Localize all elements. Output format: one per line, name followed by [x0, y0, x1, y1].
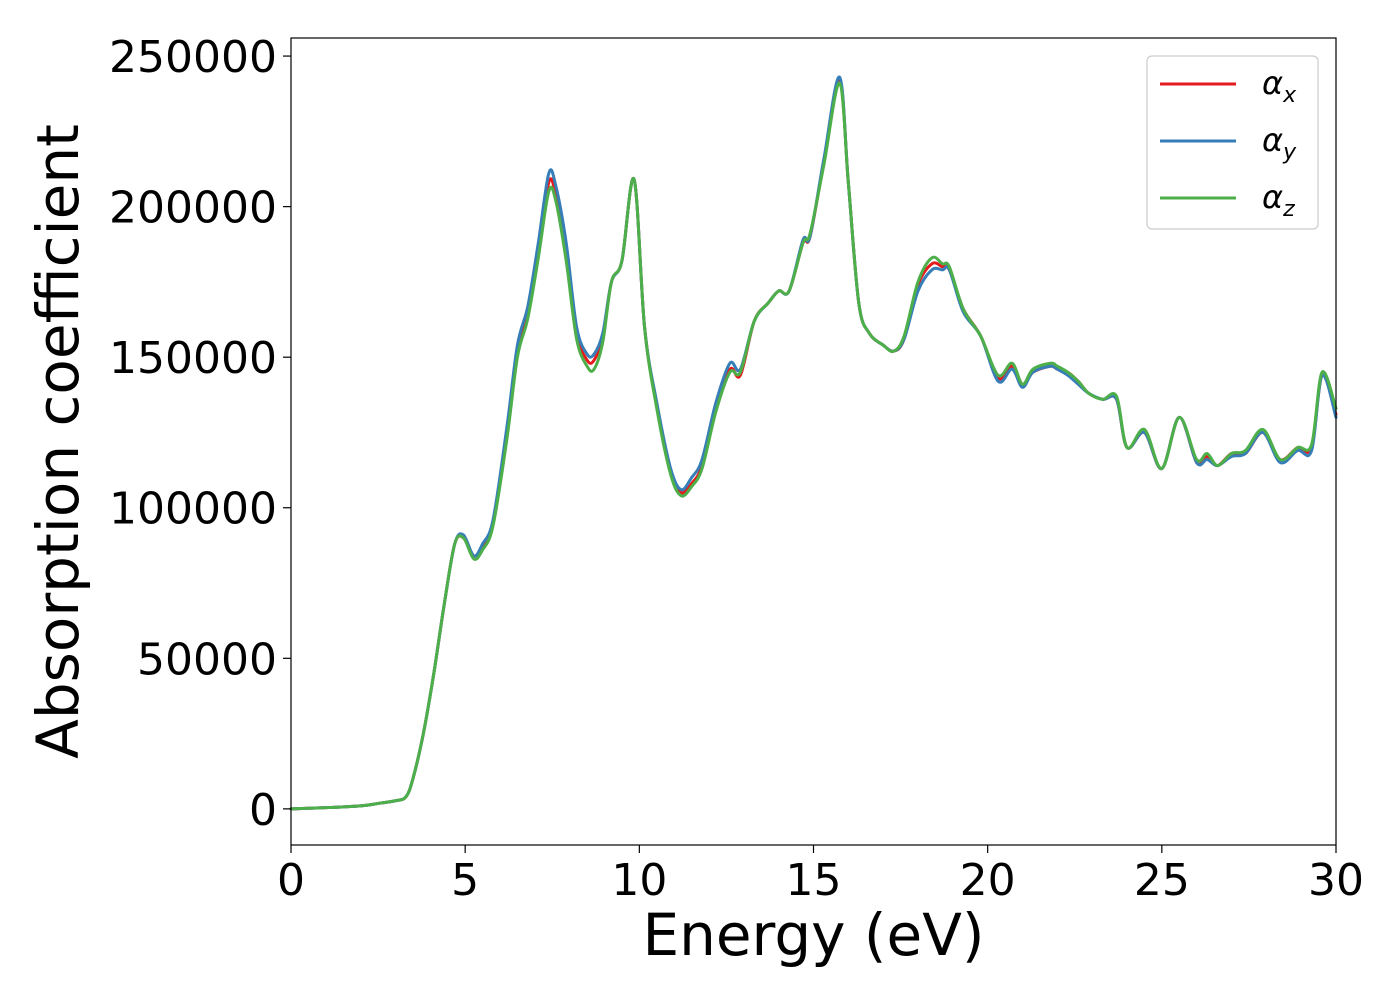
- series-line-z: [289, 81, 1338, 811]
- x-tick-label: 25: [1134, 855, 1190, 906]
- x-tick-label: 15: [786, 855, 842, 906]
- x-axis-label: Energy (eV): [642, 901, 984, 969]
- plot-lines: [289, 75, 1338, 811]
- legend: αx αy αz: [1146, 55, 1319, 230]
- y-axis-ticks: 0 50000 100000 150000 200000 250000: [109, 32, 291, 836]
- y-tick-label: 150000: [109, 333, 277, 384]
- legend-label-z: αz: [1262, 178, 1295, 222]
- y-tick-label: 50000: [137, 634, 277, 685]
- legend-label-y: αy: [1262, 121, 1297, 165]
- x-tick-label: 10: [611, 855, 667, 906]
- y-tick-label: 200000: [109, 183, 277, 234]
- x-tick-label: 0: [277, 855, 305, 906]
- x-axis-ticks: 0 5 10 15 20 25 30: [277, 845, 1364, 906]
- x-tick-label: 30: [1308, 855, 1364, 906]
- y-tick-label: 100000: [109, 484, 277, 535]
- x-tick-label: 5: [451, 855, 479, 906]
- legend-label-x: αx: [1262, 64, 1297, 108]
- y-tick-label: 0: [249, 785, 277, 836]
- x-tick-label: 20: [960, 855, 1016, 906]
- y-tick-label: 250000: [109, 32, 277, 83]
- legend-items: αx αy αz: [1160, 64, 1297, 222]
- y-axis-label: Absorption coefficient: [24, 124, 92, 759]
